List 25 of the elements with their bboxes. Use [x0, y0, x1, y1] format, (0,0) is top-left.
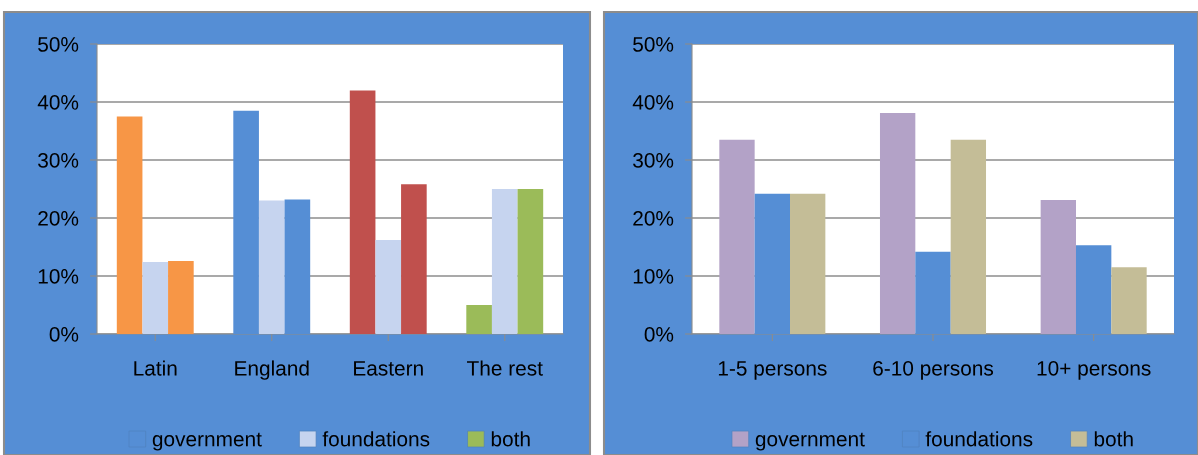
- x-tick-label: England: [235, 360, 309, 380]
- x-tick-label: 6-10 persons: [873, 360, 994, 380]
- legend-label: both: [491, 431, 530, 447]
- y-tick-label: 20%: [38, 211, 79, 226]
- legend-label: government: [755, 432, 865, 451]
- x-tick-label: The rest: [467, 360, 543, 376]
- y-tick-label: 40%: [37, 95, 79, 110]
- y-tick-label: 50%: [633, 37, 674, 52]
- y-tick-label: 0%: [49, 327, 79, 342]
- x-tick-label: Eastern: [354, 361, 423, 376]
- y-tick-label: 10%: [633, 269, 674, 284]
- y-tick-label: 20%: [633, 211, 674, 226]
- legend-label: foundations: [322, 431, 430, 447]
- y-tick-label: 40%: [632, 95, 674, 110]
- y-tick-label: 30%: [633, 153, 674, 168]
- y-tick-label: 30%: [38, 153, 79, 168]
- x-tick-label: Latin: [134, 360, 177, 376]
- y-tick-label: 50%: [38, 37, 79, 52]
- x-tick-label: 1-5 persons: [718, 361, 827, 380]
- y-tick-label: 10%: [38, 269, 79, 284]
- legend-label: both: [1094, 431, 1133, 447]
- y-tick-label: 0%: [644, 327, 674, 342]
- x-tick-label: 10+ persons: [1037, 360, 1151, 380]
- legend-label: government: [152, 432, 262, 451]
- legend-label: foundations: [925, 431, 1033, 447]
